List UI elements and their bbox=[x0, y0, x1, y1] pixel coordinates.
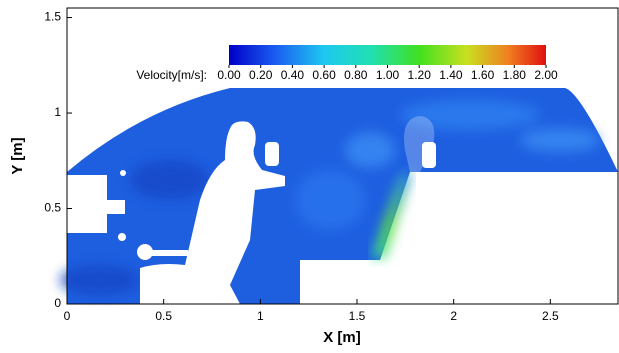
colorbar-tick-label: 2.00 bbox=[534, 68, 558, 82]
colorbar-tick-label: 0.40 bbox=[281, 68, 305, 82]
x-tick-label: 0.5 bbox=[155, 309, 172, 323]
colorbar-tick-label: 0.20 bbox=[249, 68, 273, 82]
y-tick-label: 1 bbox=[54, 105, 61, 119]
colorbar-tick-label: 0.60 bbox=[312, 68, 336, 82]
y-tick-label: 0 bbox=[54, 296, 61, 310]
x-axis-title: X [m] bbox=[323, 329, 361, 346]
colorbar-tick-label: 1.00 bbox=[376, 68, 400, 82]
colorbar-tick-label: 0.80 bbox=[344, 68, 368, 82]
y-tick-label: 0.5 bbox=[44, 201, 61, 215]
y-axis-title: Y [m] bbox=[9, 137, 26, 174]
x-tick-label: 2 bbox=[450, 309, 457, 323]
y-tick-label: 1.5 bbox=[44, 10, 61, 24]
colorbar bbox=[229, 45, 546, 65]
plot-frame bbox=[66, 7, 619, 305]
flow-field bbox=[60, 88, 618, 304]
colorbar-tick-label: 1.60 bbox=[471, 68, 495, 82]
x-tick-label: 1 bbox=[257, 309, 264, 323]
colorbar-tick-label: 1.20 bbox=[408, 68, 432, 82]
colorbar-tick-label: 1.40 bbox=[439, 68, 463, 82]
colorbar-tick-label: 0.00 bbox=[217, 68, 241, 82]
x-tick-label: 0 bbox=[64, 309, 71, 323]
x-tick-label: 2.5 bbox=[542, 309, 559, 323]
x-tick-label: 1.5 bbox=[349, 309, 366, 323]
colorbar-tick-label: 1.80 bbox=[503, 68, 527, 82]
colorbar-label: Velocity[m/s]: bbox=[136, 68, 207, 82]
